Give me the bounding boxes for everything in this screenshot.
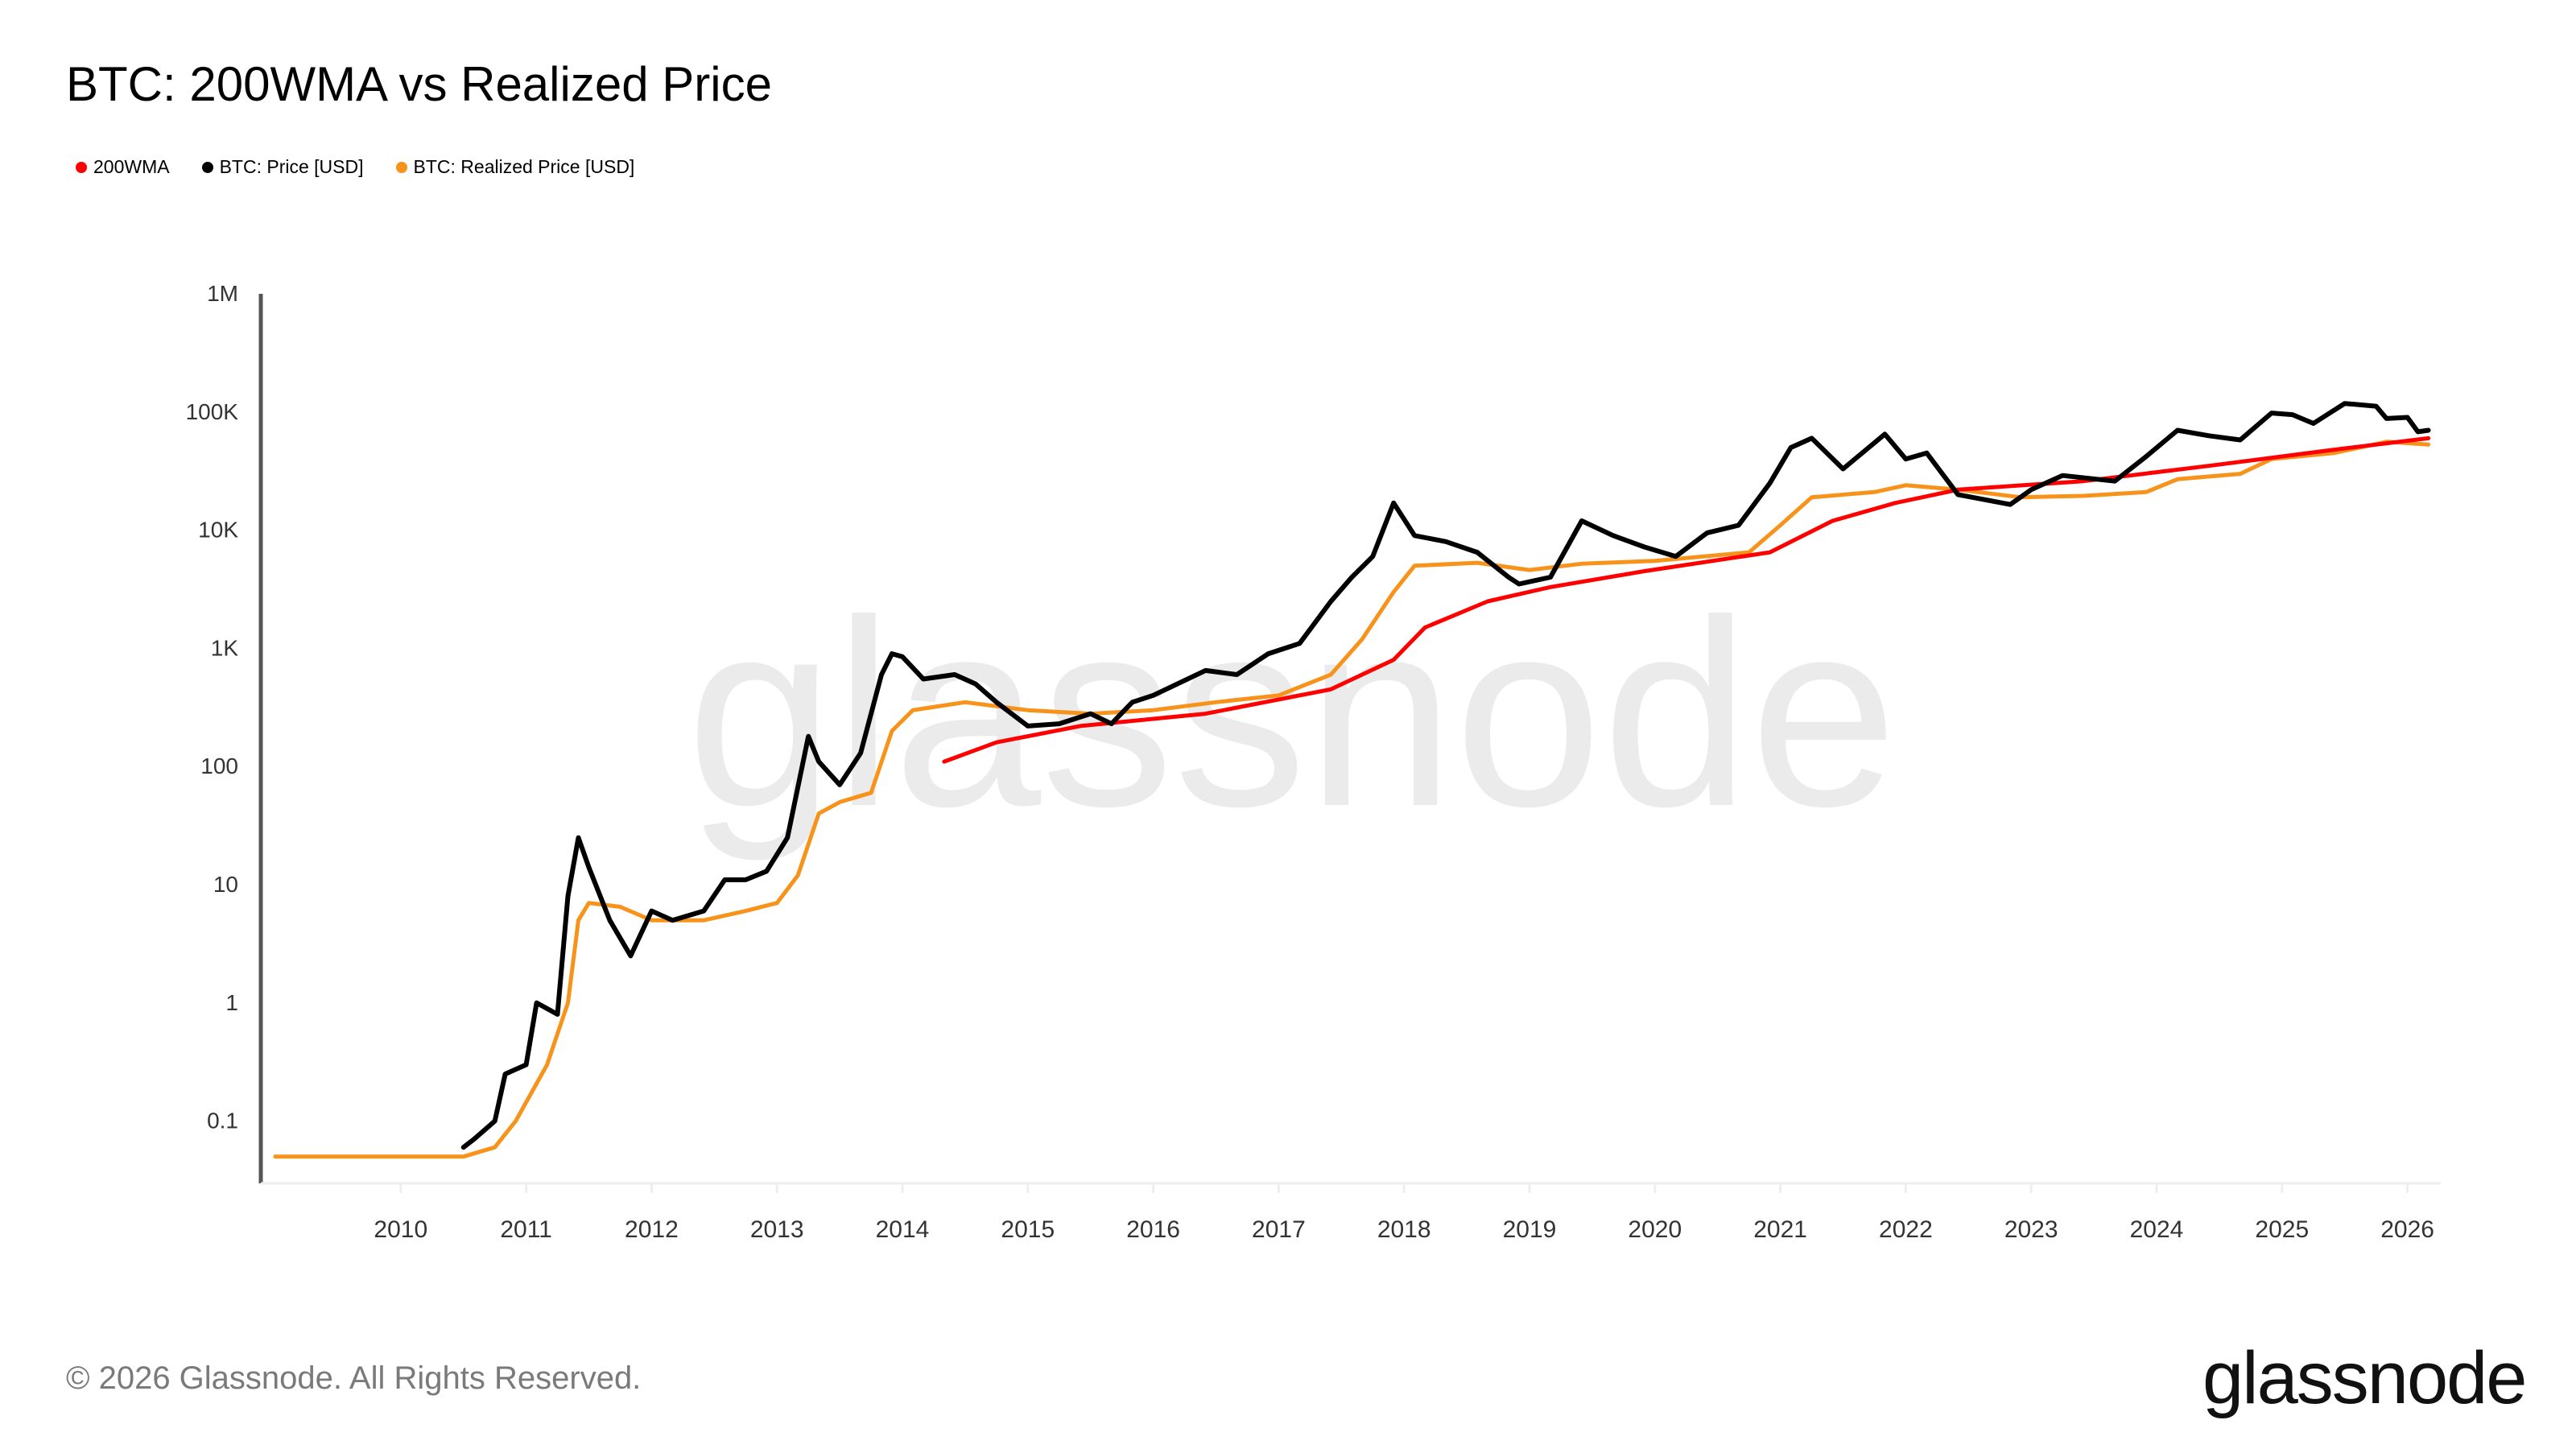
copyright-footer: © 2026 Glassnode. All Rights Reserved. <box>66 1360 642 1396</box>
legend-label: BTC: Realized Price [USD] <box>413 156 635 177</box>
x-tick-label: 2016 <box>1126 1216 1180 1243</box>
x-tick-label: 2019 <box>1503 1216 1557 1243</box>
y-tick-label: 100 <box>200 753 238 778</box>
x-tick-label: 2026 <box>2380 1216 2434 1243</box>
legend-label: 200WMA <box>93 156 170 177</box>
glassnode-logo: glassnode <box>2202 1337 2527 1419</box>
y-tick-label: 10 <box>213 872 238 897</box>
legend-swatch <box>76 161 87 173</box>
y-tick-label: 1 <box>225 990 238 1015</box>
x-tick-label: 2013 <box>750 1216 804 1243</box>
y-tick-label: 10K <box>198 518 238 543</box>
x-tick-label: 2017 <box>1252 1216 1306 1243</box>
legend-item-price[interactable]: BTC: Price [USD] <box>201 156 364 178</box>
series-line-realized-price <box>273 440 2431 1159</box>
legend: 200WMA BTC: Price [USD] BTC: Realized Pr… <box>76 156 634 178</box>
x-tick-label: 2021 <box>1753 1216 1807 1243</box>
y-tick-label: 1K <box>211 635 239 660</box>
x-tick-label: 2020 <box>1628 1216 1682 1243</box>
legend-swatch <box>395 161 407 173</box>
legend-item-realized-price[interactable]: BTC: Realized Price [USD] <box>395 156 635 178</box>
chart-title: BTC: 200WMA vs Realized Price <box>66 57 772 111</box>
x-tick-label: 2022 <box>1879 1216 1933 1243</box>
x-tick-label: 2024 <box>2130 1216 2184 1243</box>
x-tick-label: 2023 <box>2004 1216 2058 1243</box>
x-tick-label: 2015 <box>1001 1216 1055 1243</box>
legend-swatch <box>201 161 213 173</box>
x-tick-label: 2012 <box>625 1216 679 1243</box>
x-tick-label: 2014 <box>876 1216 930 1243</box>
watermark: glassnode <box>687 564 1898 863</box>
series-line-price <box>460 401 2431 1150</box>
legend-label: BTC: Price [USD] <box>219 156 364 177</box>
y-tick-label: 1M <box>207 281 238 306</box>
legend-item-200wma[interactable]: 200WMA <box>76 156 170 178</box>
y-tick-label: 100K <box>186 399 239 424</box>
x-tick-label: 2011 <box>500 1216 552 1243</box>
x-tick-label: 2025 <box>2255 1216 2309 1243</box>
y-tick-label: 0.1 <box>207 1108 238 1133</box>
x-tick-label: 2018 <box>1377 1216 1431 1243</box>
x-tick-label: 2010 <box>374 1216 427 1243</box>
